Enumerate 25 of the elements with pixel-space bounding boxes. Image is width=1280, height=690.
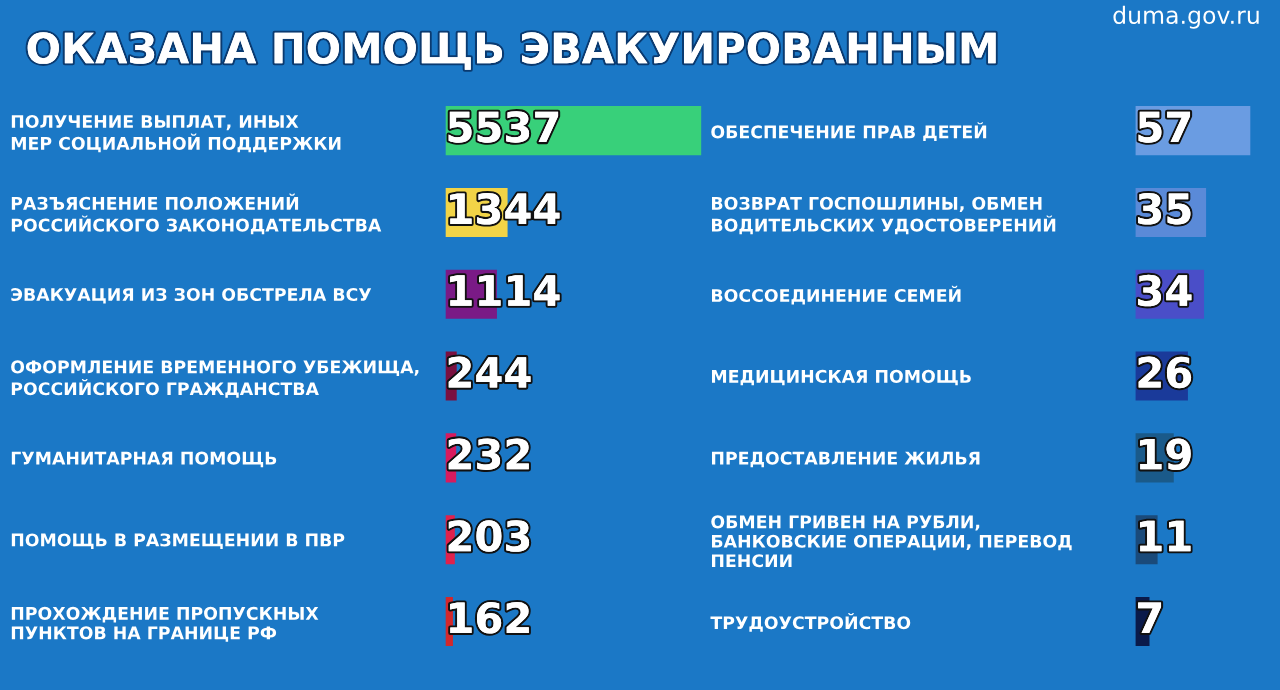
data-label: 19 <box>1140 438 1191 470</box>
data-label: 7 <box>1138 602 1162 633</box>
data-label: 34 <box>1138 274 1192 307</box>
y-tick-label: ЭВАКУАЦИЯ ИЗ ЗОН ОБСТРЕЛА ВСУ <box>11 287 372 304</box>
data-label: 5537 <box>448 111 559 143</box>
data-label: 57 <box>1138 111 1191 143</box>
y-tick-label: ПОЛУЧЕНИЕ ВЫПЛАТ, ИНЫХ МЕР СОЦИАЛЬНОЙ ПОДДЕРЖКИ <box>11 114 341 153</box>
data-label: 35 <box>1138 192 1191 225</box>
y-tick-label: ОБМЕН ГРИВЕН НА РУБЛИ, БАНКОВСКИЕ ОПЕРАЦИИ, ПЕРЕВОД ПЕНСИИ <box>711 515 1072 568</box>
y-tick-label: ОФОРМЛЕНИЕ ВРЕМЕННОГО УБЕЖИЩА, РОССИЙСКОГО ГРАЖДАНСТВА <box>11 360 419 398</box>
y-tick-label: ПРЕДОСТАВЛЕНИЕ ЖИЛЬЯ <box>712 451 980 468</box>
data-label: 26 <box>1138 356 1192 389</box>
data-label: 1114 <box>450 275 560 306</box>
y-tick-label: ПОМОЩЬ В РАЗМЕЩЕНИИ В ПВР <box>11 533 345 549</box>
y-tick-label: ТРУДОУСТРОЙСТВО <box>710 613 911 632</box>
y-tick-label: ГУМАНИТАРНАЯ ПОМОЩЬ <box>11 451 277 468</box>
data-label: 11 <box>1140 520 1191 552</box>
y-tick-label: РАЗЪЯСНЕНИЕ ПОЛОЖЕНИЙ РОССИЙСКОГО ЗАКОНОДАТЕЛЬСТВА <box>11 193 382 235</box>
y-tick-label: МЕДИЦИНСКАЯ ПОМОЩЬ <box>712 369 971 386</box>
y-tick-label: ОБЕСПЕЧЕНИЕ ПРАВ ДЕТЕЙ <box>711 122 987 141</box>
y-tick-label: ПРОХОЖДЕНИЕ ПРОПУСКНЫХ ПУНКТОВ НА ГРАНИЦЕ РФ <box>11 606 319 642</box>
y-tick-label: ВОССОЕДИНЕНИЕ СЕМЕЙ <box>712 285 961 305</box>
y-tick-label: ВОЗВРАТ ГОСПОШЛИНЫ, ОБМЕН ВОДИТЕЛЬСКИХ УДОСТОВЕРЕНИЙ <box>712 196 1056 235</box>
text: duma.gov.ru <box>1113 5 1259 29</box>
chart-title: ОКАЗАНА ПОМОЩЬ ЭВАКУИРОВАННЫМ <box>27 32 996 70</box>
